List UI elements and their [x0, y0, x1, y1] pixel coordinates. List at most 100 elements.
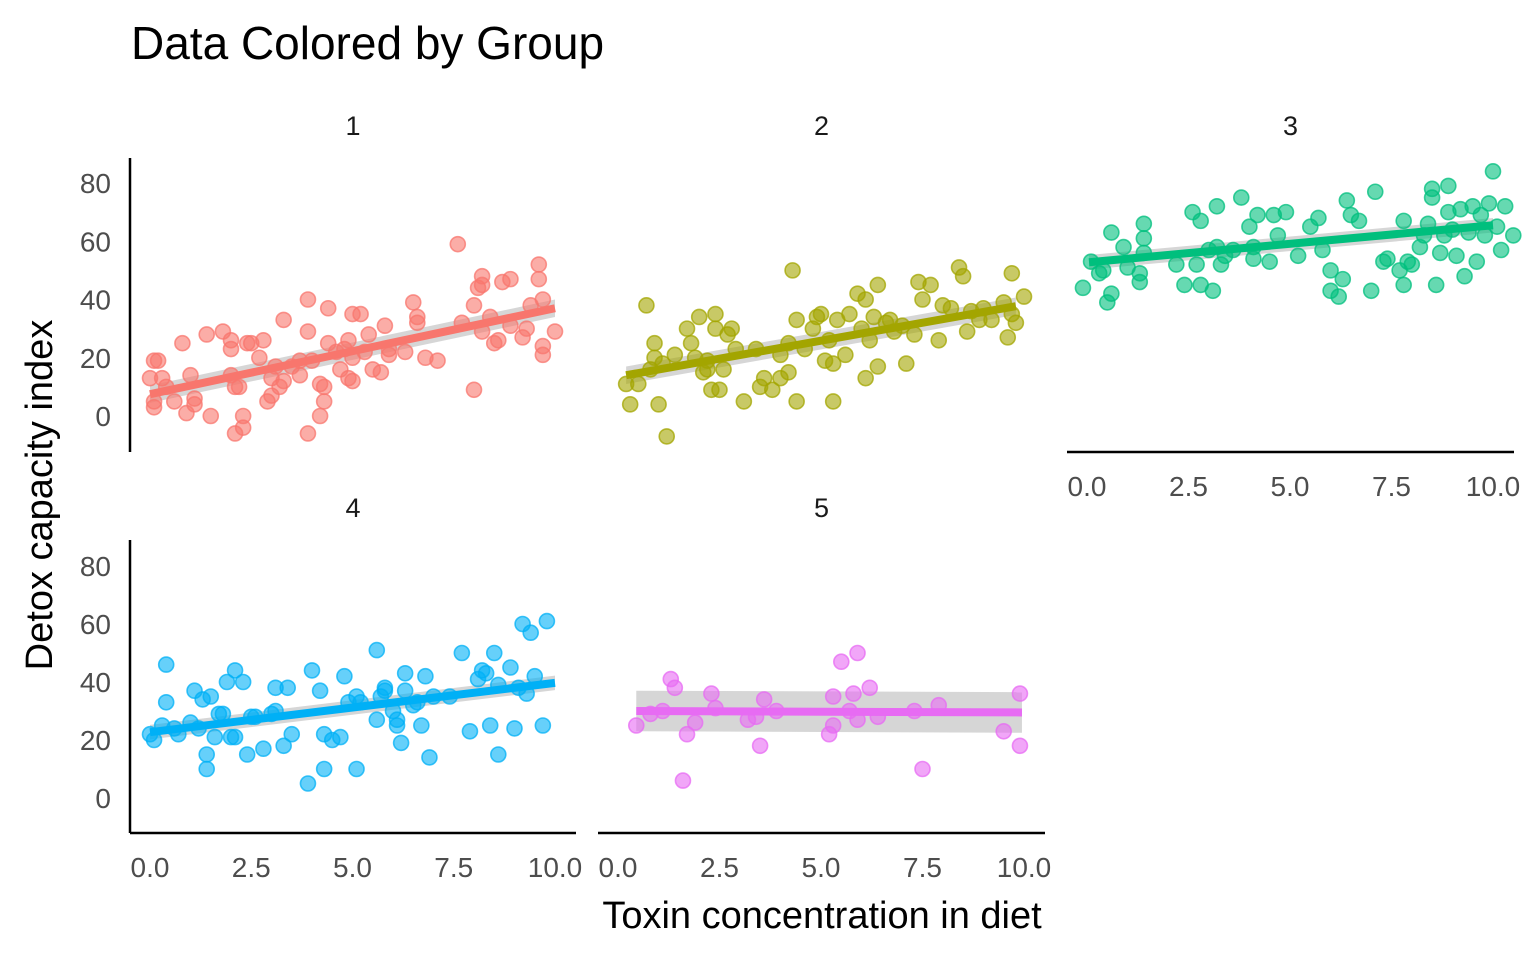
data-point: [1310, 209, 1327, 227]
data-point: [954, 267, 972, 285]
data-point: [1208, 198, 1226, 215]
data-point: [368, 641, 386, 659]
data-point: [202, 407, 220, 425]
data-point: [534, 717, 552, 734]
data-point: [857, 291, 874, 308]
data-point: [315, 378, 333, 396]
data-point: [1131, 273, 1149, 291]
data-point: [1423, 189, 1441, 206]
data-point: [1074, 279, 1092, 297]
data-point: [157, 693, 175, 711]
data-point: [832, 653, 850, 671]
data-point: [824, 688, 842, 705]
data-point: [686, 714, 704, 731]
data-point: [629, 375, 647, 393]
data-point: [1496, 198, 1514, 215]
data-point: [198, 326, 215, 343]
facet-panel-5: 5 0.0 2.5 5.0 7.5 10.0: [598, 493, 1051, 883]
data-point: [646, 334, 663, 352]
x-tick-label: 0.0: [599, 852, 638, 883]
y-axis-label: Detox capacity index: [19, 320, 61, 671]
data-point: [408, 314, 426, 332]
data-point: [1003, 264, 1021, 282]
data-point: [845, 685, 862, 702]
data-point: [690, 308, 708, 326]
data-point: [413, 717, 430, 734]
data-point: [1492, 241, 1510, 259]
data-point: [340, 331, 357, 349]
data-point: [824, 355, 842, 372]
data-point: [682, 334, 700, 352]
data-point: [530, 256, 548, 273]
y-tick-label: 0: [95, 783, 111, 814]
x-tick-label: 0.0: [1068, 471, 1107, 502]
data-point: [186, 396, 203, 413]
data-point: [723, 320, 740, 337]
data-point: [336, 667, 353, 685]
data-point: [174, 334, 191, 352]
data-point: [291, 366, 309, 384]
data-point: [234, 673, 252, 691]
data-point: [1322, 262, 1339, 279]
y-tick-label: 20: [80, 343, 111, 374]
data-point: [429, 352, 446, 369]
data-point: [275, 311, 292, 329]
data-point: [372, 364, 390, 381]
data-point: [1192, 212, 1209, 230]
data-point: [518, 320, 535, 337]
data-point: [255, 331, 272, 349]
data-point: [1103, 285, 1120, 302]
data-point: [332, 728, 349, 746]
data-point: [1261, 253, 1278, 270]
data-point: [465, 381, 483, 399]
data-point: [238, 746, 256, 763]
data-point: [914, 760, 931, 778]
y-tick-label: 80: [80, 168, 111, 199]
data-point: [226, 728, 244, 746]
data-point: [311, 682, 329, 700]
data-point: [315, 760, 333, 778]
x-axis-label: Toxin concentration in diet: [602, 895, 1042, 937]
x-tick-label: 7.5: [903, 852, 942, 883]
data-point: [522, 624, 540, 642]
data-point: [421, 749, 438, 766]
data-point: [255, 740, 272, 758]
data-point: [1135, 230, 1153, 247]
data-point: [711, 381, 728, 399]
data-point: [534, 337, 552, 355]
facet-strip-label: 3: [1283, 111, 1298, 141]
x-tick-label: 5.0: [802, 852, 841, 883]
data-point: [157, 656, 175, 673]
x-tick-label: 2.5: [232, 852, 271, 883]
y-tick-label: 40: [80, 667, 111, 698]
data-point: [1468, 253, 1486, 270]
data-point: [869, 358, 887, 375]
data-point: [958, 323, 976, 340]
data-point: [279, 679, 297, 697]
facet-panel-3: 3 0.0 2.5 5.0 7.5 10.0: [1067, 111, 1522, 502]
data-point: [299, 323, 317, 340]
regression-line: [636, 707, 1022, 717]
data-point: [1448, 247, 1465, 265]
data-point: [869, 276, 887, 294]
data-point: [857, 369, 874, 387]
data-point: [1484, 163, 1502, 180]
data-point: [763, 381, 781, 399]
data-point: [392, 734, 410, 752]
data-point: [780, 364, 797, 381]
facet-strip-label: 2: [814, 111, 829, 141]
data-point: [396, 682, 414, 700]
data-point: [1011, 737, 1029, 755]
data-point: [206, 728, 224, 746]
facet-strip-label: 4: [345, 493, 360, 523]
data-point: [198, 760, 215, 778]
data-point: [461, 722, 479, 740]
regression-line: [1088, 221, 1494, 267]
data-point: [145, 398, 163, 416]
x-tick-label: 5.0: [333, 852, 372, 883]
data-point: [666, 346, 684, 364]
data-point: [481, 717, 499, 734]
data-point: [650, 396, 667, 413]
